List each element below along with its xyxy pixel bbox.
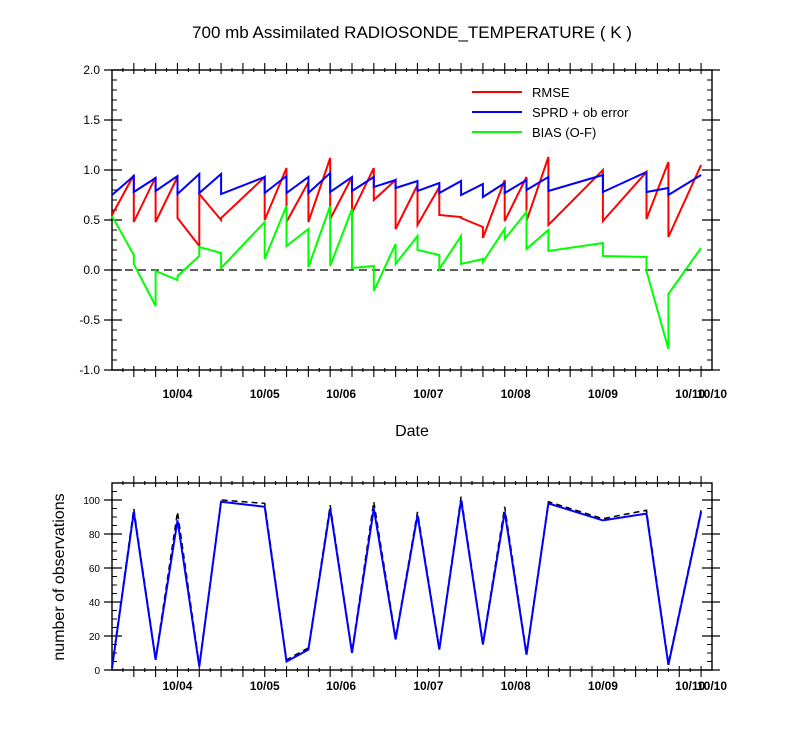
obs-panel-y-tick-label: 100 [83,496,100,507]
rmse-panel-series-bias-o-f [111,205,702,350]
rmse-panel-y-tick-label: 0.5 [83,213,100,227]
obs-panel-x-tick-label: 10/07 [413,679,443,693]
rmse-panel-y-tick-label: 1.0 [83,163,100,177]
rmse-panel-series-rmse [111,156,703,249]
rmse-panel-x-tick-label: 10/08 [501,387,531,401]
top-plot: -1.0 -0.5 0.0 0.5 1.0 1.5 2.0 10/04 10/05 10/06 10… [79,63,727,401]
obs-panel-y-tick-label: 40 [89,598,101,609]
obs-panel-series-assimilated [111,499,703,669]
rmse-panel-y-tick-label: 1.5 [83,113,100,127]
obs-panel-x-tick-label: 10/10 [697,679,727,693]
obs-panel-x-tick-label: 10/10 [675,679,705,693]
rmse-panel-x-tick-label: 10/09 [588,387,618,401]
legend-label-rmse: RMSE [532,85,570,100]
rmse-panel-series-sprd-ob-error [111,170,702,199]
obs-panel-y-tick-label: 0 [94,666,100,677]
obs-panel-x-tick-label: 10/04 [162,679,192,693]
rmse-panel-x-tick-label: 10/05 [250,387,280,401]
obs-panel-y-tick-label: 80 [89,530,101,541]
bottom-plot: 0 20 40 60 80 100 10/04 10/05 10/06 10/07 10/08 10/… [83,476,727,693]
obs-panel-x-tick-label: 10/05 [250,679,280,693]
legend-label-bias-o-f: BIAS (O-F) [532,125,596,140]
obs-panel-series-possible [111,496,702,667]
rmse-panel-y-tick-label: 0.0 [83,263,100,277]
rmse-panel-x-tick-label: 10/10 [697,387,727,401]
rmse-panel-y-tick-label: -0.5 [79,313,100,327]
y-axis-title-observations: number of observations [51,493,68,660]
chart-title: 700 mb Assimilated RADIOSONDE_TEMPERATUR… [192,23,632,42]
rmse-panel-x-tick-label: 10/06 [326,387,356,401]
obs-panel-x-tick-label: 10/08 [501,679,531,693]
rmse-panel-x-tick-label: 10/07 [413,387,443,401]
legend-label-sprd-ob-error: SPRD + ob error [532,105,629,120]
rmse-panel-y-tick-label: 2.0 [83,63,100,77]
legend: RMSE SPRD + ob error BIAS (O-F) [472,85,629,140]
rmse-panel-x-tick-label: 10/04 [162,387,192,401]
obs-panel-y-tick-label: 60 [89,564,101,575]
obs-panel-x-tick-label: 10/09 [588,679,618,693]
obs-panel-y-tick-label: 20 [89,632,101,643]
x-axis-title: Date [395,423,429,440]
rmse-panel-x-tick-label: 10/10 [675,387,705,401]
rmse-panel-y-tick-label: -1.0 [79,363,100,377]
obs-panel-x-tick-label: 10/06 [326,679,356,693]
